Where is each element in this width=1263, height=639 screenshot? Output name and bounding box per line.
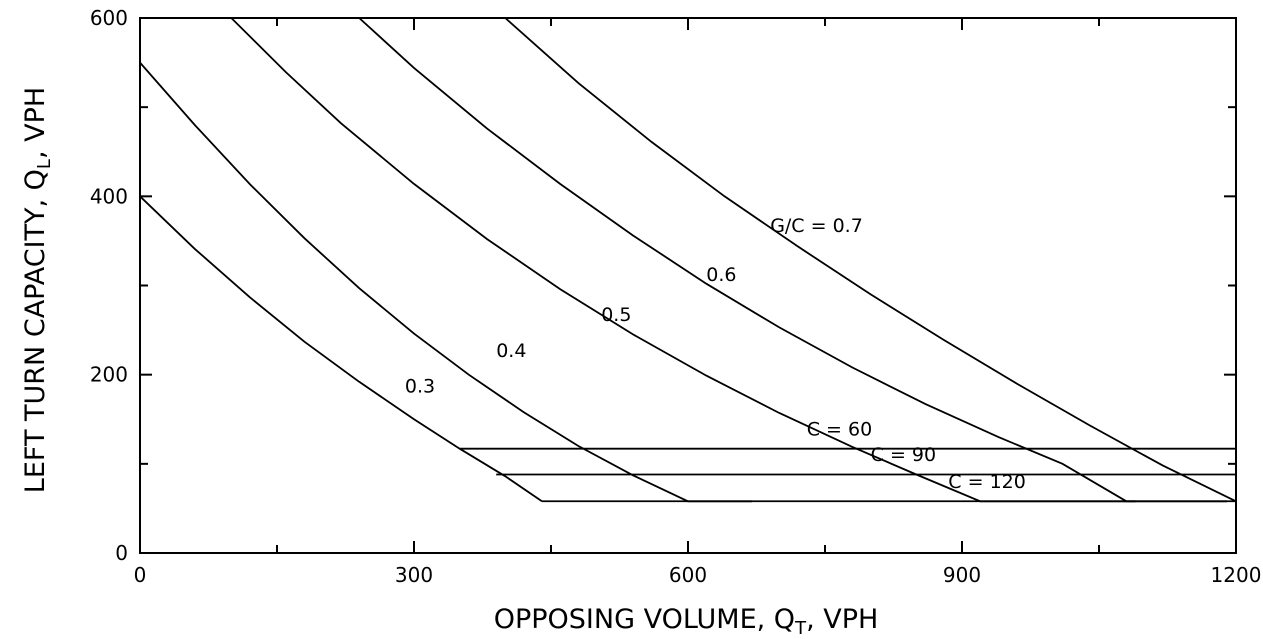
curve-labels: 0.3 0.4 0.5 0.6 G/C = 0.7 C = 60 C = 90 C = 120 [405,215,1026,493]
cycle-lines [459,447,1236,503]
curve-label: 0.6 [706,264,736,286]
curve-label: 0.5 [601,304,631,326]
x-tick-label: 600 [669,563,707,587]
series-curves [139,17,1237,503]
x-tick-label: 900 [943,563,981,587]
curve-label: C = 60 [807,418,872,440]
curve-gc-05 [230,17,1136,503]
y-tick-label: 200 [90,363,128,387]
y-tick-label: 400 [90,184,128,208]
curve-gc-06 [358,17,1227,503]
y-tick-label: 600 [90,6,128,30]
curve-gc-04 [139,62,752,503]
y-axis-label: LEFT TURN CAPACITY, QL, VPH [20,87,55,493]
axes: 0 300 600 900 1200 0 200 400 600 [90,6,1262,587]
curve-label: C = 90 [871,444,936,466]
x-tick-label: 300 [395,563,433,587]
curve-gc-03 [139,195,543,503]
curve-label: 0.4 [496,340,526,362]
curve-label: G/C = 0.7 [770,215,863,237]
y-tick-label: 0 [115,541,128,565]
curve-label: 0.3 [405,376,435,398]
x-tick-label: 0 [134,563,147,587]
plot-frame [139,17,1237,554]
x-axis-label: OPPOSING VOLUME, QT, VPH [494,604,879,639]
x-tick-label: 1200 [1211,563,1262,587]
curve-gc-07 [504,17,1237,503]
curve-label: C = 120 [948,471,1026,493]
